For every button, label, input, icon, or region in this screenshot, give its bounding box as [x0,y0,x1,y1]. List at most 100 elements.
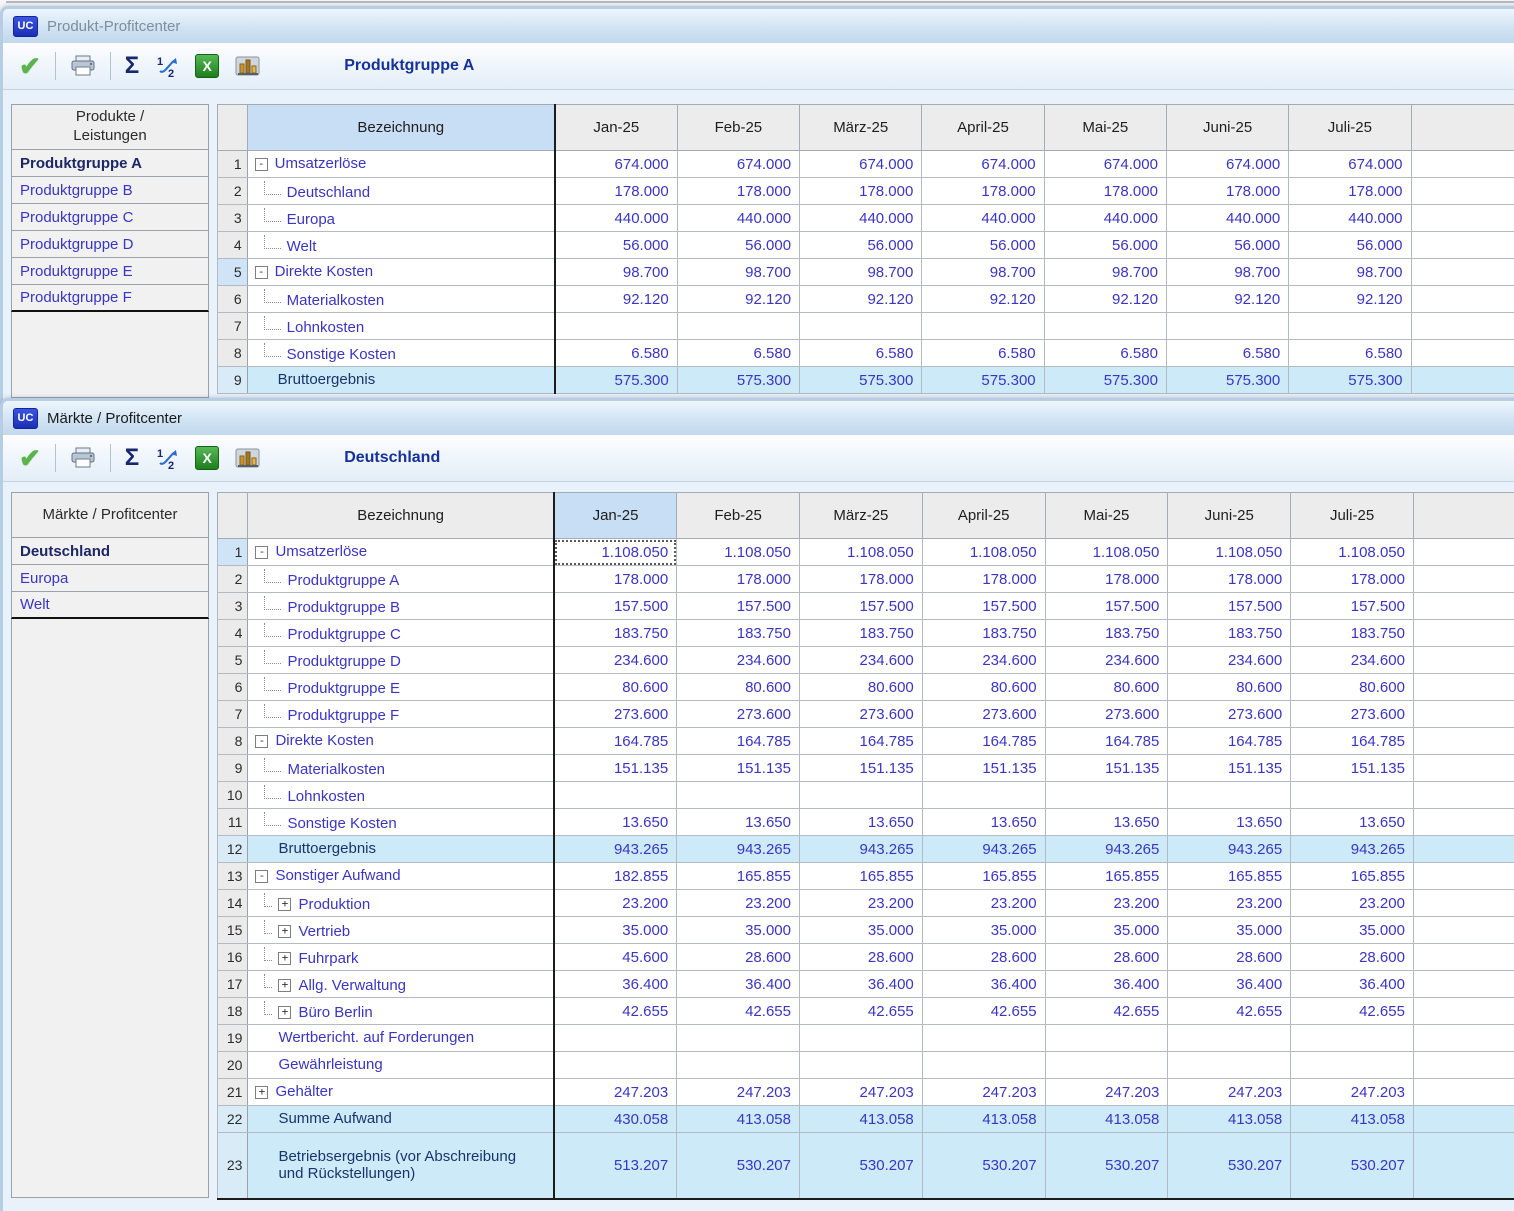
value-cell[interactable]: 943.265 [1045,836,1168,863]
column-header-month[interactable]: März-25 [800,105,922,151]
row-label-cell[interactable]: Europa [247,205,555,232]
value-cell[interactable]: 178.000 [1291,566,1414,593]
value-cell[interactable]: 178.000 [922,566,1045,593]
value-cell[interactable]: 413.058 [1045,1106,1168,1133]
value-cell[interactable]: 35.000 [922,917,1045,944]
value-cell[interactable]: 42.655 [799,998,922,1025]
value-cell[interactable]: 80.600 [677,674,800,701]
value-cell[interactable]: 413.058 [1291,1106,1414,1133]
row-number-cell[interactable]: 3 [218,205,248,232]
value-cell[interactable]: 530.207 [799,1133,922,1199]
value-cell[interactable]: 943.265 [1168,836,1291,863]
value-cell[interactable] [922,1025,1045,1052]
value-cell[interactable]: 178.000 [1168,566,1291,593]
value-cell[interactable]: 674.000 [677,151,799,178]
sidebar-item[interactable]: Produktgruppe B [11,177,209,204]
value-cell[interactable]: 440.000 [1166,205,1288,232]
value-cell[interactable] [677,782,800,809]
value-cell[interactable]: 430.058 [554,1106,677,1133]
value-cell[interactable]: 92.120 [1166,286,1288,313]
value-cell[interactable]: 56.000 [677,232,799,259]
row-number-cell[interactable]: 10 [218,782,248,809]
value-cell[interactable]: 413.058 [922,1106,1045,1133]
value-cell[interactable]: 530.207 [1291,1133,1414,1199]
value-cell[interactable]: 183.750 [1291,620,1414,647]
row-label-cell[interactable]: Bruttoergebnis [247,367,555,394]
row-label-cell[interactable]: +Vertrieb [248,917,554,944]
value-cell[interactable]: 165.855 [677,863,800,890]
row-label-cell[interactable]: Materialkosten [248,755,554,782]
row-label-cell[interactable]: Welt [247,232,555,259]
value-cell[interactable] [677,313,799,340]
value-cell[interactable] [554,782,677,809]
row-number-cell[interactable]: 16 [218,944,248,971]
value-cell[interactable]: 183.750 [554,620,677,647]
collapse-icon[interactable]: - [255,870,268,883]
value-cell[interactable] [799,1052,922,1079]
column-header-month[interactable]: Jan-25 [555,105,677,151]
value-cell[interactable]: 164.785 [922,728,1045,755]
value-cell[interactable]: 183.750 [677,620,800,647]
value-cell[interactable]: 674.000 [800,151,922,178]
value-cell[interactable]: 36.400 [677,971,800,998]
row-label-cell[interactable]: Produktgruppe D [248,647,554,674]
value-cell[interactable]: 247.203 [1045,1079,1168,1106]
value-cell[interactable]: 56.000 [922,232,1044,259]
expand-icon[interactable]: + [278,1006,291,1019]
row-label-cell[interactable]: +Gehälter [248,1079,554,1106]
row-label-cell[interactable]: -Umsatzerlöse [247,151,555,178]
value-cell[interactable]: 92.120 [800,286,922,313]
value-cell[interactable] [1289,313,1411,340]
row-label-cell[interactable]: -Direkte Kosten [247,259,555,286]
value-cell[interactable]: 943.265 [922,836,1045,863]
value-cell[interactable]: 80.600 [799,674,922,701]
expand-icon[interactable]: + [278,979,291,992]
sidebar-item[interactable]: Welt [11,592,209,619]
value-cell[interactable] [922,1052,1045,1079]
value-cell[interactable]: 234.600 [1291,647,1414,674]
value-cell[interactable]: 157.500 [677,593,800,620]
value-cell[interactable]: 13.650 [1168,809,1291,836]
value-cell[interactable]: 234.600 [554,647,677,674]
row-label-cell[interactable]: Gewährleistung [248,1052,554,1079]
excel-export-button[interactable]: X [193,444,221,472]
chart-button[interactable] [233,445,262,472]
value-cell[interactable]: 151.135 [554,755,677,782]
value-cell[interactable]: 23.200 [922,890,1045,917]
column-header-bezeichnung[interactable]: Bezeichnung [247,105,555,151]
row-label-cell[interactable]: Produktgruppe A [248,566,554,593]
value-cell[interactable]: 1.108.050 [799,539,922,566]
sum-button[interactable]: Σ [123,52,141,80]
value-cell[interactable] [554,1052,677,1079]
value-cell[interactable]: 247.203 [922,1079,1045,1106]
value-cell[interactable] [1168,1025,1291,1052]
column-header-month[interactable]: April-25 [922,493,1045,539]
value-cell[interactable]: 36.400 [1168,971,1291,998]
value-cell[interactable]: 56.000 [555,232,677,259]
value-cell[interactable]: 157.500 [1045,593,1168,620]
value-cell[interactable]: 28.600 [1168,944,1291,971]
row-label-cell[interactable]: +Büro Berlin [248,998,554,1025]
value-cell[interactable]: 42.655 [1291,998,1414,1025]
sum-button[interactable]: Σ [123,444,141,472]
value-cell[interactable] [799,1025,922,1052]
value-cell[interactable]: 36.400 [922,971,1045,998]
row-label-cell[interactable]: Produktgruppe B [248,593,554,620]
value-cell[interactable] [677,1052,800,1079]
column-header-month[interactable]: Jan-25 [554,493,677,539]
value-cell[interactable]: 674.000 [555,151,677,178]
value-cell[interactable]: 178.000 [677,566,800,593]
value-cell[interactable]: 234.600 [1168,647,1291,674]
value-cell[interactable]: 1.108.050 [922,539,1045,566]
value-cell[interactable]: 273.600 [799,701,922,728]
row-number-cell[interactable]: 17 [218,971,248,998]
row-label-cell[interactable]: Materialkosten [247,286,555,313]
value-cell[interactable]: 674.000 [1166,151,1288,178]
value-cell[interactable] [1045,1025,1168,1052]
value-cell[interactable]: 157.500 [799,593,922,620]
value-cell[interactable]: 98.700 [555,259,677,286]
value-cell[interactable]: 42.655 [677,998,800,1025]
sidebar-item[interactable]: Produktgruppe C [11,204,209,231]
value-cell[interactable]: 440.000 [1044,205,1166,232]
value-cell[interactable]: 164.785 [1291,728,1414,755]
